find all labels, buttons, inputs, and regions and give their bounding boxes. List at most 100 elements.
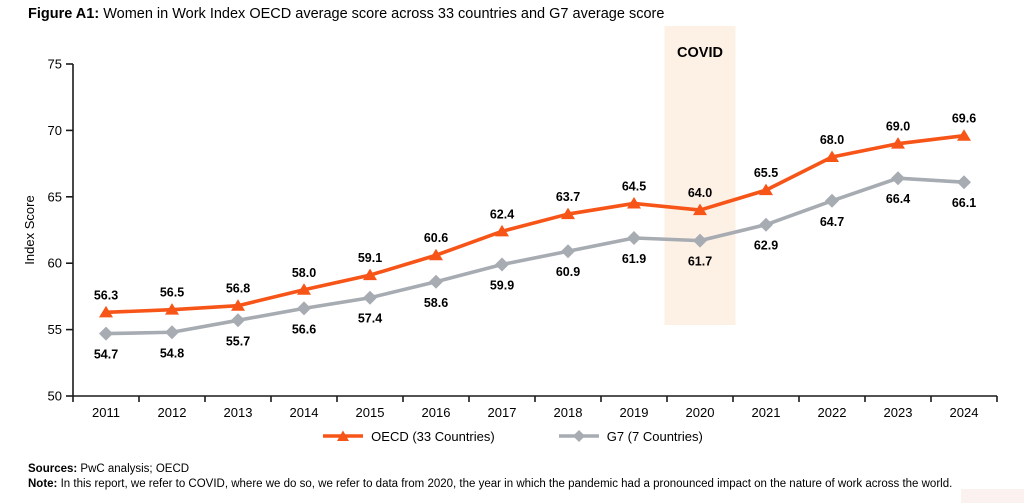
triangle-marker [759, 183, 773, 196]
triangle-marker [693, 203, 707, 216]
x-tick-label: 2023 [884, 405, 913, 420]
diamond-marker [165, 325, 179, 340]
x-tick-label: 2012 [158, 405, 187, 420]
diamond-marker [561, 244, 575, 259]
data-label: 62.9 [754, 239, 778, 253]
y-axis-title: Index Score [22, 195, 37, 264]
x-tick-label: 2024 [950, 405, 979, 420]
diamond-marker [231, 313, 245, 328]
triangle-marker [231, 299, 245, 311]
data-label: 69.6 [952, 112, 976, 126]
diamond-marker [693, 233, 707, 248]
data-label: 56.3 [94, 288, 118, 302]
data-label: 64.7 [820, 215, 844, 229]
x-tick-label: 2011 [92, 405, 120, 420]
series-line [105, 133, 965, 315]
data-label: 61.9 [622, 252, 646, 266]
chart-legend: OECD (33 Countries) G7 (7 Countries) [0, 428, 1024, 444]
data-label: 56.6 [292, 322, 316, 336]
diamond-marker [297, 301, 311, 316]
diamond-marker [759, 217, 773, 232]
triangle-marker [825, 150, 839, 162]
legend-item-g7: G7 (7 Countries) [557, 428, 703, 444]
triangle-marker [429, 248, 443, 261]
page-corner-accent [961, 489, 1024, 503]
diamond-marker [495, 257, 509, 272]
data-label: 61.7 [688, 255, 712, 269]
triangle-marker [99, 305, 113, 318]
x-tick-label: 2022 [818, 405, 847, 420]
data-label: 58.0 [292, 266, 316, 280]
triangle-marker [495, 224, 509, 237]
figure-title-prefix: Figure A1: [28, 6, 100, 22]
diamond-marker [891, 171, 905, 186]
figure-title: Figure A1: Women in Work Index OECD aver… [28, 6, 664, 22]
y-tick-label: 60 [48, 256, 62, 271]
note-label: Note: [28, 478, 58, 490]
diamond-marker [363, 290, 377, 305]
data-label: 54.8 [160, 346, 184, 360]
legend-item-oecd: OECD (33 Countries) [321, 428, 495, 444]
diamond-marker [429, 274, 443, 289]
x-tick-label: 2016 [422, 405, 451, 420]
data-label: 54.7 [94, 348, 118, 362]
series-oecd: 56.3 56.5 56.8 58.0 59.1 60.6 62.4 63.7 64.5 64.0… [94, 112, 976, 318]
diamond-marker [957, 175, 971, 190]
triangle-marker [891, 137, 905, 149]
legend-label: OECD (33 Countries) [371, 428, 495, 444]
note-line: Note: In this report, we refer to COVID,… [28, 478, 952, 490]
data-label: 57.4 [358, 312, 382, 326]
triangle-marker [165, 303, 179, 315]
data-label: 59.1 [358, 251, 382, 265]
sources-line: Sources: PwC analysis; OECD [28, 463, 189, 475]
data-label: 65.5 [754, 166, 778, 180]
data-label: 62.4 [490, 207, 514, 221]
x-tick-label: 2017 [488, 405, 517, 420]
y-tick-label: 70 [48, 123, 62, 138]
x-tick-label: 2020 [686, 405, 715, 420]
series-line [105, 176, 965, 336]
data-label: 56.5 [160, 286, 184, 300]
data-label: 55.7 [226, 334, 250, 348]
x-tick-label: 2021 [752, 405, 781, 420]
y-tick-label: 75 [48, 57, 62, 72]
x-tick-label: 2015 [356, 405, 385, 420]
triangle-marker [297, 283, 311, 295]
covid-band-label: COVID [677, 45, 723, 61]
series-g7: 54.7 54.8 55.7 56.6 57.4 58.6 59.9 60.9 61.9 61.7… [94, 171, 976, 362]
diamond-legend-swatch-icon [558, 430, 599, 442]
diamond-marker [99, 326, 113, 341]
data-label: 60.9 [556, 265, 580, 279]
triangle-marker [363, 268, 377, 281]
sources-text: PwC analysis; OECD [77, 463, 190, 475]
x-tick-label: 2013 [224, 405, 253, 420]
y-tick-label: 65 [48, 189, 62, 204]
triangle-legend-swatch-icon [323, 430, 364, 441]
note-text: In this report, we refer to COVID, where… [57, 478, 953, 490]
diamond-marker [627, 230, 641, 245]
y-tick-label: 55 [48, 322, 62, 337]
figure-title-text: Women in Work Index OECD average score a… [99, 6, 665, 22]
data-label: 66.1 [952, 196, 976, 210]
data-label: 63.7 [556, 190, 580, 204]
triangle-marker [957, 129, 971, 141]
data-label: 69.0 [886, 120, 910, 134]
x-tick-label: 2018 [554, 405, 583, 420]
x-tick-label: 2014 [290, 405, 319, 420]
triangle-marker [561, 207, 575, 220]
data-label: 58.6 [424, 296, 448, 310]
data-label: 66.4 [886, 192, 910, 206]
covid-band [664, 26, 736, 325]
triangle-marker [627, 196, 641, 209]
y-tick-label: 50 [48, 389, 62, 404]
data-label: 60.6 [424, 231, 448, 245]
legend-label: G7 (7 Countries) [606, 428, 703, 444]
data-label: 64.0 [688, 186, 712, 200]
data-label: 56.8 [226, 282, 250, 296]
data-label: 68.0 [820, 133, 844, 147]
sources-label: Sources: [28, 463, 78, 475]
data-label: 59.9 [490, 279, 514, 293]
data-label: 64.5 [622, 179, 646, 193]
